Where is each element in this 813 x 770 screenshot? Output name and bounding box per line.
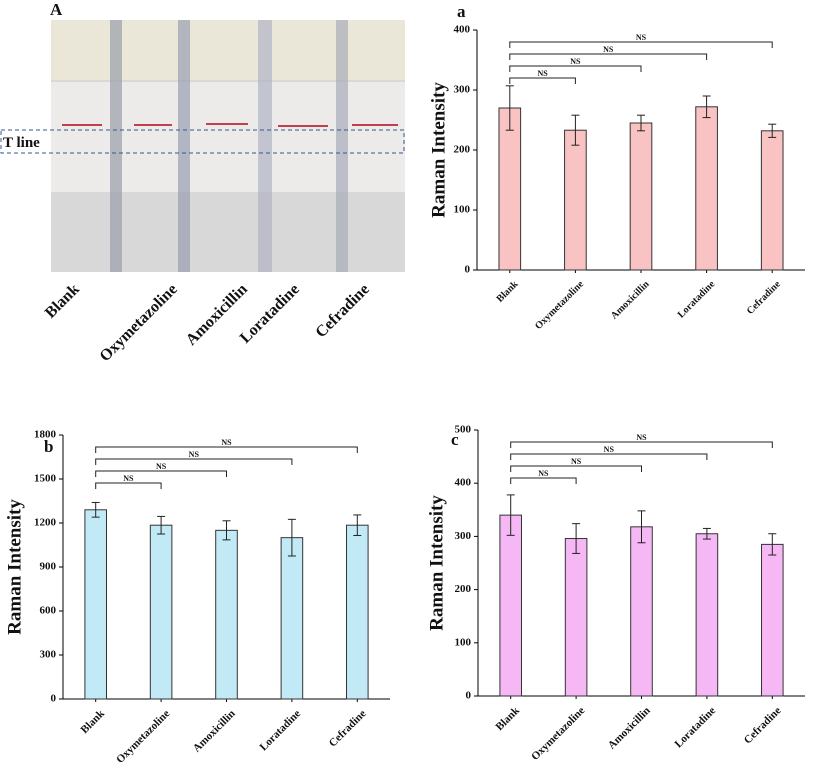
significance-label: NS xyxy=(571,457,582,466)
y-tick-label: 0 xyxy=(465,264,471,276)
bar xyxy=(280,537,304,700)
bar xyxy=(629,122,653,271)
significance-label: NS xyxy=(636,33,647,42)
significance-label: NS xyxy=(123,474,134,483)
significance-bracket xyxy=(510,477,577,484)
significance-label: NS xyxy=(156,462,167,471)
y-tick-label: 1500 xyxy=(34,473,57,485)
y-tick-label: 0 xyxy=(466,690,472,702)
y-tick-label: 500 xyxy=(455,424,472,436)
bar xyxy=(630,526,653,697)
panel-label: a xyxy=(457,2,466,21)
panel-label: b xyxy=(44,437,53,456)
panel-label: c xyxy=(451,430,459,449)
significance-label: NS xyxy=(221,438,232,447)
x-tick-label: Blank xyxy=(494,704,523,733)
y-axis-title: Raman Intensity xyxy=(426,495,447,631)
x-tick-label: Amoxicillin xyxy=(191,708,238,755)
lane-label: Oxymetazoline xyxy=(97,281,181,365)
x-tick-label: Oxymetazoline xyxy=(114,708,172,766)
significance-bracket xyxy=(509,65,642,72)
bar xyxy=(215,529,238,700)
significance-label: NS xyxy=(570,57,581,66)
bar xyxy=(499,514,522,697)
significance-bracket xyxy=(510,453,708,460)
y-tick-label: 400 xyxy=(454,24,471,36)
significance-label: NS xyxy=(538,469,549,478)
bar xyxy=(564,129,587,271)
y-tick-label: 300 xyxy=(40,649,57,661)
y-tick-label: 900 xyxy=(40,561,57,573)
significance-label: NS xyxy=(537,69,548,78)
x-tick-label: Loratadine xyxy=(676,278,718,320)
bar xyxy=(564,538,588,697)
y-tick-label: 1800 xyxy=(34,429,57,441)
y-tick-label: 400 xyxy=(455,477,472,489)
significance-bracket xyxy=(509,53,708,60)
bar xyxy=(149,524,173,700)
y-tick-label: 300 xyxy=(454,84,471,96)
bar xyxy=(760,130,784,271)
photo: T line A xyxy=(0,0,405,272)
strip-gap xyxy=(178,20,190,272)
lane-label: Blank xyxy=(42,281,83,322)
bar xyxy=(498,107,522,271)
panel-label: A xyxy=(50,0,63,19)
x-tick-label: Cefradine xyxy=(745,278,783,316)
x-tick-label: Blank xyxy=(495,279,521,305)
significance-bracket xyxy=(95,482,162,489)
y-tick-label: 200 xyxy=(454,144,471,156)
significance-bracket xyxy=(509,77,576,84)
y-tick-label: 200 xyxy=(455,583,472,595)
t-line-box xyxy=(0,129,405,154)
significance-label: NS xyxy=(603,45,614,54)
x-tick-label: Blank xyxy=(79,707,108,736)
y-tick-label: 1200 xyxy=(34,517,57,529)
x-tick-label: Oxymetazoline xyxy=(533,278,586,331)
significance-bracket xyxy=(509,41,773,48)
x-tick-label: Amoxicillin xyxy=(609,279,652,322)
t-line-label: T line xyxy=(3,135,40,151)
significance-label: NS xyxy=(636,433,647,442)
significance-bracket xyxy=(510,441,773,448)
x-tick-label: Loratadine xyxy=(257,708,303,754)
bar xyxy=(695,106,718,271)
significance-bracket xyxy=(510,465,642,472)
y-tick-label: 100 xyxy=(455,636,472,648)
y-tick-label: 0 xyxy=(51,693,57,705)
y-tick-label: 100 xyxy=(454,204,471,216)
x-tick-label: Amoxicillin xyxy=(606,705,653,752)
strip-gap xyxy=(258,20,272,272)
significance-bracket xyxy=(95,446,358,453)
photo-window xyxy=(51,82,405,192)
strip-gap xyxy=(110,20,122,272)
x-tick-label: Cefradine xyxy=(742,705,784,747)
y-axis-title: Raman Intensity xyxy=(428,82,449,218)
significance-bracket xyxy=(95,470,227,477)
significance-label: NS xyxy=(604,445,615,454)
significance-bracket xyxy=(95,458,293,465)
significance-label: NS xyxy=(189,450,200,459)
x-tick-label: Oxymetazoline xyxy=(529,705,587,763)
photo-pad xyxy=(51,20,405,80)
strip-gap xyxy=(336,20,348,272)
y-axis-title: Raman Intensity xyxy=(4,499,25,635)
x-tick-label: Loratadine xyxy=(672,705,718,751)
y-tick-label: 600 xyxy=(40,605,57,617)
x-tick-label: Cefradine xyxy=(327,708,369,750)
lane-label: Cefradine xyxy=(312,281,372,341)
bar xyxy=(346,524,369,700)
bar xyxy=(761,543,784,697)
y-tick-label: 300 xyxy=(455,530,472,542)
bar xyxy=(695,533,719,697)
bar xyxy=(84,509,107,700)
